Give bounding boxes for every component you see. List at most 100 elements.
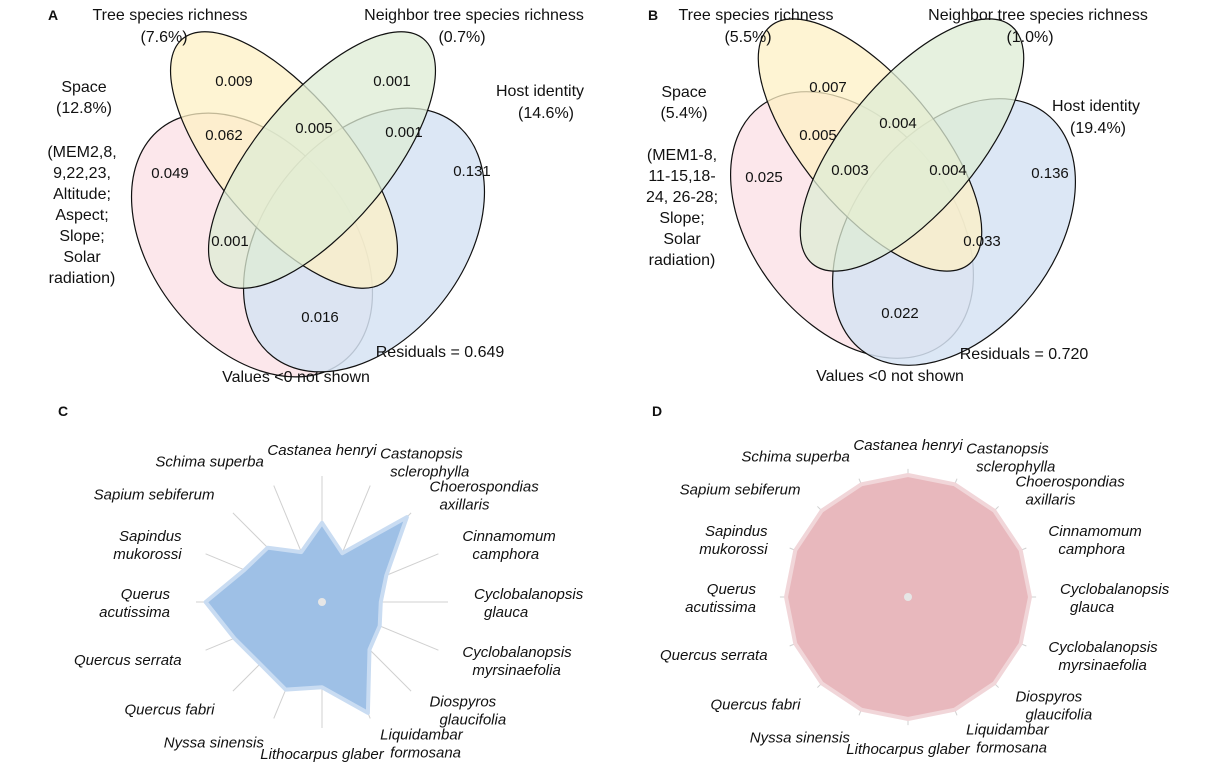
venn-a-neighbor-pct: (0.7%) bbox=[438, 29, 485, 46]
radar-category-label: Quercus fabri bbox=[124, 701, 215, 718]
radar-category-label: Castanea henryi bbox=[853, 437, 963, 454]
venn-a-space-detail: (MEM2,8, 9,22,23, Altitude; Aspect; Slop… bbox=[47, 144, 116, 287]
radar-category-label: Lithocarpus glaber bbox=[846, 741, 970, 758]
venn-a-value-space-tree: 0.062 bbox=[205, 127, 243, 144]
radar-category-label: Sapindus mukorossi bbox=[699, 523, 768, 558]
venn-b-value-neighbor-host: 0.004 bbox=[929, 162, 967, 179]
radar-category-label: Sapindus mukorossi bbox=[113, 528, 182, 563]
venn-a-space-detail-line: Altitude; bbox=[53, 186, 111, 203]
venn-a-space-detail-line: 9,22,23, bbox=[53, 165, 111, 182]
radar-category-label: Castanopsis sclerophylla bbox=[966, 441, 1055, 476]
venn-a-space-detail-line: Aspect; bbox=[55, 207, 108, 224]
radar-c-area bbox=[203, 515, 409, 715]
panel-letter-a: A bbox=[48, 7, 58, 23]
panel-letter-d: D bbox=[652, 403, 662, 419]
venn-a-value-host-only: 0.131 bbox=[453, 163, 491, 180]
radar-category-label: Cinnamomum camphora bbox=[1048, 523, 1141, 558]
radar-category-label: Choerospondias axillaris bbox=[1015, 474, 1125, 509]
venn-b-tree-pct: (5.5%) bbox=[724, 29, 771, 46]
radar-category-label: Castanea henryi bbox=[267, 442, 377, 459]
radar-category-label: Schima superba bbox=[155, 454, 263, 471]
venn-a-host-pct: (14.6%) bbox=[518, 105, 574, 122]
venn-a-tree-title: Tree species richness bbox=[92, 7, 247, 24]
venn-a-space-detail-line: (MEM2,8, bbox=[47, 144, 116, 161]
radar-c: C Castanea henryi Castanopsis sclerophylla… bbox=[58, 403, 584, 763]
radar-category-label: Lithocarpus glaber bbox=[260, 746, 384, 763]
venn-a-value-neighbor-host: 0.001 bbox=[385, 124, 423, 141]
radar-category-label: Cyclobalanopsis myrsinaefolia bbox=[1048, 639, 1158, 674]
radar-category-label: Cyclobalanopsis glauca bbox=[1060, 581, 1170, 616]
radar-category-label: Quercus serrata bbox=[660, 647, 768, 664]
radar-category-label: Cyclobalanopsis glauca bbox=[474, 586, 584, 621]
venn-b-value-space-host: 0.022 bbox=[881, 305, 919, 322]
radar-c-center bbox=[318, 598, 326, 606]
venn-b-note: Values <0 not shown bbox=[816, 368, 964, 385]
venn-b-space-detail-line: (MEM1-8, bbox=[647, 147, 717, 164]
radar-category-label: Cyclobalanopsis myrsinaefolia bbox=[462, 644, 572, 679]
venn-b-neighbor-ellipse bbox=[799, 18, 1025, 272]
radar-category-label: Choerospondias axillaris bbox=[429, 479, 539, 514]
venn-b-value-neighbor-host-low: 0.033 bbox=[963, 233, 1001, 250]
venn-b-space-detail: (MEM1-8, 11-15,18- 24, 26-28; Slope; Sol… bbox=[646, 147, 718, 269]
venn-a-space-title: Space bbox=[61, 79, 106, 96]
venn-b-tree-title: Tree species richness bbox=[678, 7, 833, 24]
venn-a-value-space-host: 0.016 bbox=[301, 309, 339, 326]
venn-b-space-title: Space bbox=[661, 84, 706, 101]
venn-b-space-detail-line: Slope; bbox=[659, 210, 704, 227]
venn-a-tree-pct: (7.6%) bbox=[140, 29, 187, 46]
venn-a-note: Values <0 not shown bbox=[222, 369, 370, 386]
venn-a-space-detail-line: radiation) bbox=[49, 270, 116, 287]
radar-category-label: Nyssa sinensis bbox=[164, 734, 265, 751]
venn-b: B Tree species richness (5.5%) Neighbor … bbox=[646, 7, 1148, 385]
radar-category-label: Castanopsis sclerophylla bbox=[380, 446, 469, 481]
venn-b-value-tree-neighbor: 0.004 bbox=[879, 115, 917, 132]
radar-category-label: Nyssa sinensis bbox=[750, 729, 851, 746]
venn-a-space-detail-line: Slope; bbox=[59, 228, 104, 245]
venn-b-host-title: Host identity bbox=[1052, 98, 1140, 115]
venn-a-space-pct: (12.8%) bbox=[56, 100, 112, 117]
venn-b-residuals: Residuals = 0.720 bbox=[960, 346, 1089, 363]
venn-b-value-space-only: 0.025 bbox=[745, 169, 783, 186]
radar-category-label: Quercus fabri bbox=[710, 696, 801, 713]
radar-c-labels: Castanea henryi Castanopsis sclerophyllaCh… bbox=[74, 442, 584, 763]
venn-b-space-detail-line: radiation) bbox=[649, 252, 716, 269]
venn-b-value-space-tree: 0.005 bbox=[799, 127, 837, 144]
venn-a-value-tree-neighbor: 0.005 bbox=[295, 120, 333, 137]
radar-d-center bbox=[904, 593, 912, 601]
radar-category-label: Quercus serrata bbox=[74, 652, 182, 669]
radar-category-label: Sapium sebiferum bbox=[94, 487, 215, 504]
panel-letter-c: C bbox=[58, 403, 68, 419]
venn-a-host-title: Host identity bbox=[496, 83, 584, 100]
venn-b-space-detail-line: Solar bbox=[663, 231, 701, 248]
venn-a: A Tree species richness (7.6%) Neighbor … bbox=[47, 7, 584, 386]
radar-category-label: Liquidambar formosana bbox=[966, 721, 1050, 756]
venn-a-value-space-neighbor: 0.001 bbox=[211, 233, 249, 250]
venn-b-value-space-tree-neighbor: 0.003 bbox=[831, 162, 869, 179]
venn-a-value-tree-only: 0.009 bbox=[215, 73, 253, 90]
radar-category-label: Sapium sebiferum bbox=[680, 482, 801, 499]
radar-category-label: Diospyros glaucifolia bbox=[429, 693, 506, 728]
venn-b-value-host-only: 0.136 bbox=[1031, 165, 1069, 182]
venn-a-space-detail-line: Solar bbox=[63, 249, 101, 266]
venn-b-neighbor-title: Neighbor tree species richness bbox=[928, 7, 1148, 24]
venn-b-value-tree-only: 0.007 bbox=[809, 79, 847, 96]
venn-b-neighbor-pct: (1.0%) bbox=[1006, 29, 1053, 46]
venn-b-host-pct: (19.4%) bbox=[1070, 120, 1126, 137]
radar-category-label: Cinnamomum camphora bbox=[462, 528, 555, 563]
venn-a-value-space-only: 0.049 bbox=[151, 165, 189, 182]
venn-a-value-neighbor-only: 0.001 bbox=[373, 73, 411, 90]
radar-d: D Castanea henryi Castanopsis sclerophylla… bbox=[652, 403, 1170, 758]
radar-d-labels: Castanea henryi Castanopsis sclerophyllaCh… bbox=[660, 437, 1170, 758]
radar-category-label: Schima superba bbox=[741, 449, 849, 466]
venn-b-space-pct: (5.4%) bbox=[660, 105, 707, 122]
venn-a-neighbor-ellipse bbox=[207, 31, 437, 289]
panel-letter-b: B bbox=[648, 7, 658, 23]
venn-b-space-detail-line: 24, 26-28; bbox=[646, 189, 718, 206]
radar-category-label: Liquidambar formosana bbox=[380, 726, 464, 761]
venn-a-neighbor-title: Neighbor tree species richness bbox=[364, 7, 584, 24]
radar-category-label: Querus acutissima bbox=[99, 586, 170, 621]
venn-b-space-detail-line: 11-15,18- bbox=[648, 168, 715, 185]
radar-category-label: Querus acutissima bbox=[685, 581, 756, 616]
radar-category-label: Diospyros glaucifolia bbox=[1015, 688, 1092, 723]
